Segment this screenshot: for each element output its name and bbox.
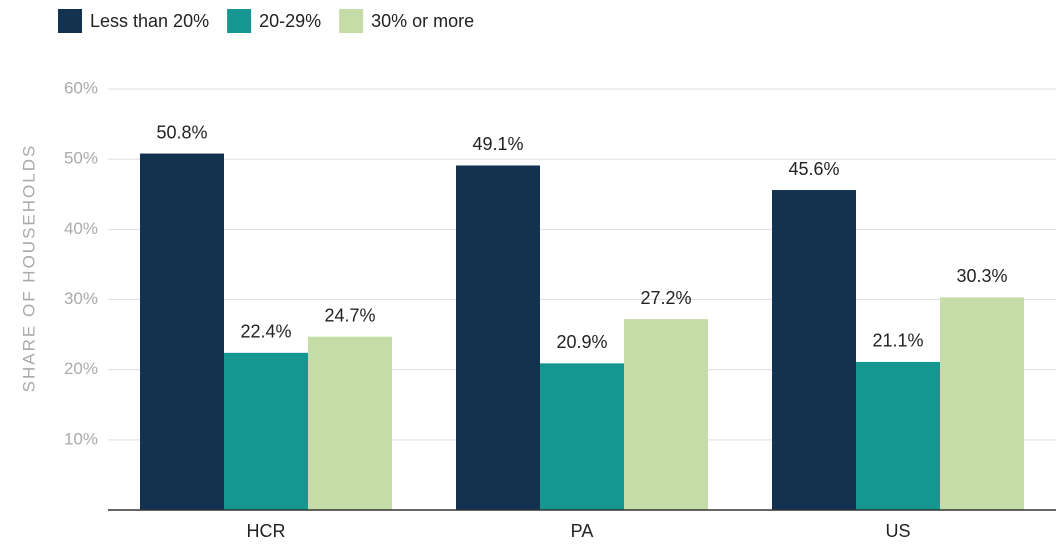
legend-label: 30% or more [371,11,474,31]
bar [772,190,856,511]
value-label: 45.6% [788,159,839,179]
bar [224,352,308,510]
value-label: 50.8% [156,122,207,142]
bar [456,165,540,510]
y-tick-label: 30% [64,289,98,308]
y-tick-label: 10% [64,429,98,448]
bar [140,153,224,510]
value-label: 27.2% [640,288,691,308]
value-label: 22.4% [240,322,291,342]
legend-label: 20-29% [259,11,321,31]
legend-swatch [227,9,252,33]
value-label: 49.1% [472,134,523,154]
bar [308,336,392,510]
value-label: 20.9% [556,332,607,352]
legend-swatch [339,9,364,33]
legend-label: Less than 20% [90,11,209,31]
y-tick-label: 20% [64,359,98,378]
x-tick-label: PA [571,521,594,541]
bar [624,319,708,510]
y-tick-label: 50% [64,149,98,168]
bar [856,361,940,510]
value-label: 21.1% [872,331,923,351]
x-tick-label: HCR [247,521,286,541]
legend-swatch [58,9,82,33]
y-tick-label: 40% [64,219,98,238]
bar [540,363,624,510]
value-label: 24.7% [324,305,375,325]
x-tick-label: US [885,521,910,541]
y-tick-label: 60% [64,78,98,97]
bar [940,297,1024,510]
y-axis-label: SHARE OF HOUSEHOLDS [19,144,38,393]
value-label: 30.3% [956,266,1007,286]
